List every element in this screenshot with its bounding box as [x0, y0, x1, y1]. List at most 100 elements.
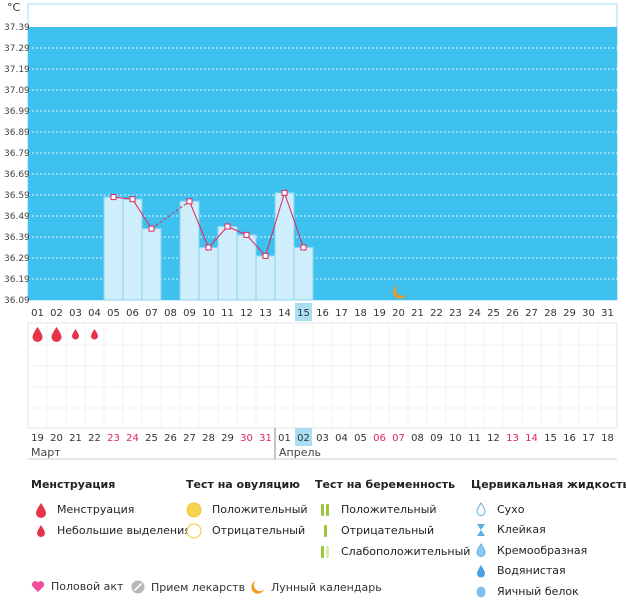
cycle-day-label: 30 [582, 308, 595, 319]
cycle-day-label: 18 [354, 308, 367, 319]
notes-grid [27, 322, 618, 429]
y-tick-label: 36.19 [4, 275, 30, 285]
cycle-day-label: 31 [601, 308, 614, 319]
y-tick-label: 36.69 [4, 170, 30, 180]
legend-spotting-label: Небольшие выделения [57, 524, 191, 537]
temperature-point [281, 189, 288, 196]
y-tick-label: 36.99 [4, 107, 30, 117]
legend-moon: Лунный календарь [250, 580, 382, 595]
date-label: 30 [240, 433, 253, 444]
y-tick-label: 37.29 [4, 44, 30, 54]
temperature-bar [274, 192, 295, 301]
cycle-day-label: 09 [183, 308, 196, 319]
cycle-day-label: 08 [164, 308, 177, 319]
legend-medication: Прием лекарств [131, 580, 245, 594]
month-label-march: Март [31, 446, 61, 459]
cycle-day-label: 04 [88, 308, 101, 319]
legend-cervical-dry-label: Сухо [497, 502, 525, 516]
single-stripe-icon [315, 522, 335, 540]
date-label: 27 [183, 433, 196, 444]
legend-menstruation-item: Менструация [31, 499, 191, 520]
legend-cervical-creamy-label: Кремообразная [497, 543, 588, 557]
cycle-day-label: 25 [487, 308, 500, 319]
cycle-day-label: 10 [202, 308, 215, 319]
cycle-day-label: 17 [335, 308, 348, 319]
cycle-day-label: 16 [316, 308, 329, 319]
legend-ovulation-positive-label: Положительный [212, 503, 308, 516]
date-label: 17 [582, 433, 595, 444]
weak-stripe-icon [315, 543, 335, 561]
legend-intercourse: Половой акт [31, 580, 123, 593]
temperature-line-gap [151, 200, 190, 230]
date-label: 15 [544, 433, 557, 444]
date-label: 12 [487, 433, 500, 444]
date-label: 09 [430, 433, 443, 444]
y-tick-label: 36.89 [4, 128, 30, 138]
date-label: 02 [297, 433, 310, 444]
date-label: 20 [50, 433, 63, 444]
date-label: 24 [126, 433, 139, 444]
date-label: 28 [202, 433, 215, 444]
legend-intercourse-label: Половой акт [51, 580, 124, 593]
temperature-bar [236, 234, 257, 301]
cycle-day-label: 19 [373, 308, 386, 319]
cycle-day-label: 20 [392, 308, 405, 319]
cycle-day-label: 06 [126, 308, 139, 319]
temperature-point [300, 244, 307, 251]
cycle-day-label: 01 [31, 308, 44, 319]
legend-menstruation: Менструация Менструация Небольшие выделе… [31, 478, 191, 541]
cycle-day-label: 29 [563, 308, 576, 319]
temperature-point [205, 244, 212, 251]
cycle-day-label: 27 [525, 308, 538, 319]
date-label: 10 [449, 433, 462, 444]
y-tick-label: 37.39 [4, 23, 30, 33]
legend-pregnancy-positive: Положительный [315, 499, 470, 520]
hourglass-icon [471, 521, 491, 539]
date-label: 01 [278, 433, 291, 444]
cycle-day-label: 26 [506, 308, 519, 319]
cycle-day-label: 14 [278, 308, 291, 319]
cycle-day-label: 02 [50, 308, 63, 319]
temperature-line [132, 198, 152, 229]
drop-filled-icon [471, 562, 491, 580]
temperature-line [246, 234, 266, 257]
drop-large-icon [32, 327, 43, 342]
legend-pregnancy-weak: Слабоположительный [315, 541, 470, 562]
legend-pregnancy-weak-label: Слабоположительный [341, 545, 471, 558]
cycle-day-label: 28 [544, 308, 557, 319]
cycle-day-label: 23 [449, 308, 462, 319]
date-label: 14 [525, 433, 538, 444]
circle-outline-icon [186, 522, 206, 540]
legend-pregnancy-positive-label: Положительный [341, 503, 437, 516]
today-cycle-highlight [295, 303, 312, 321]
drop-small-icon [72, 329, 79, 340]
legend-ovulation-positive: Положительный [186, 499, 308, 520]
temperature-line [284, 192, 304, 248]
legend-medication-label: Прием лекарств [151, 580, 246, 594]
legend-cervical-sticky: Клейкая [471, 520, 626, 541]
date-label: 05 [354, 433, 367, 444]
legend-ovulation: Тест на овуляцию Положительный Отрицател… [186, 478, 308, 541]
legend-pregnancy-negative: Отрицательный [315, 520, 470, 541]
temperature-point [243, 231, 250, 238]
legend-cervical-dry: Сухо [471, 499, 626, 520]
temperature-line [189, 201, 209, 248]
cycle-day-label: 05 [107, 308, 120, 319]
temperature-bar [293, 247, 314, 301]
y-axis-unit: °C [7, 1, 21, 14]
temperature-bar [179, 200, 200, 301]
moon-shape [392, 285, 407, 299]
date-label: 07 [392, 433, 405, 444]
drop-shape [32, 327, 43, 342]
drop-outline-icon [471, 500, 491, 518]
cycle-day-label: 11 [221, 308, 234, 319]
date-label: 06 [373, 433, 386, 444]
temperature-point [148, 225, 155, 232]
legend-cervical-sticky-label: Клейкая [497, 523, 546, 537]
legend-cervical-creamy: Кремообразная [471, 540, 626, 561]
legend-cervical-eggwhite-label: Яичный белок [497, 584, 579, 598]
legend-cervical: Цервикальная жидкость Сухо Клейкая Кремо… [471, 478, 626, 602]
date-label: 26 [164, 433, 177, 444]
date-label: 21 [69, 433, 82, 444]
drop-large-icon [31, 501, 51, 519]
